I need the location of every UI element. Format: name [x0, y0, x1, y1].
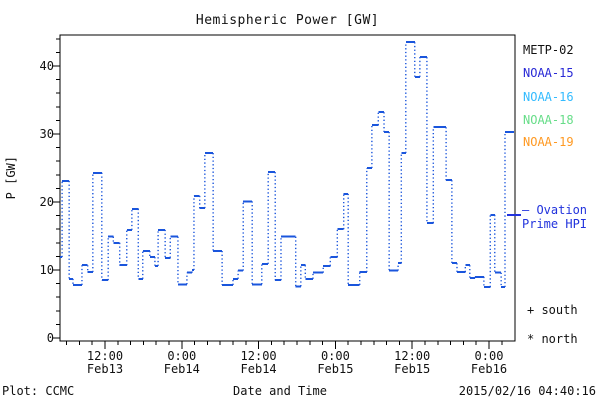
x-tick-date: Feb15 — [317, 362, 354, 376]
x-tick-time: 0:00 — [474, 349, 504, 363]
y-axis-label: P [GW] — [4, 156, 18, 200]
x-tick-time: 0:00 — [320, 349, 350, 363]
plot-frame — [59, 34, 516, 342]
x-tick-date: Feb15 — [394, 362, 431, 376]
x-tick-date: Feb13 — [86, 362, 124, 376]
plot-timestamp: 2015/02/16 04:40:16 — [458, 384, 596, 398]
y-tick-label-30: 30 — [39, 127, 54, 141]
x-tick-time: 0:00 — [167, 349, 197, 363]
x-tick-date: Feb14 — [163, 362, 200, 376]
x-tick-time: 12:00 — [240, 349, 277, 363]
x-tick-label-Feb16-0:00: 0:00 Feb16 — [457, 350, 521, 376]
south-marker-label: + south — [527, 303, 578, 317]
legend-item-metp-02: METP-02 — [523, 43, 574, 57]
legend-item-noaa-19: NOAA-19 — [523, 135, 574, 149]
y-tick-label-40: 40 — [39, 59, 54, 73]
plot-credit: Plot: CCMC — [2, 384, 75, 398]
chart-title: Hemispheric Power [GW] — [195, 13, 380, 28]
x-tick-label-Feb13-12:00: 12:00 Feb13 — [73, 350, 137, 376]
legend-item-noaa-18: NOAA-18 — [523, 113, 574, 127]
model-legend-label: — Ovation Prime HPI — [522, 203, 587, 231]
x-tick-time: 12:00 — [86, 349, 124, 363]
x-tick-date: Feb14 — [240, 362, 277, 376]
y-tick-label-10: 10 — [39, 263, 54, 277]
x-tick-label-Feb15-0:00: 0:00 Feb15 — [303, 350, 367, 376]
north-marker-label: * north — [527, 332, 578, 346]
x-tick-label-Feb14-0:00: 0:00 Feb14 — [150, 350, 214, 376]
legend-item-noaa-16: NOAA-16 — [523, 90, 574, 104]
model-legend-line1: — Ovation — [522, 203, 588, 217]
x-axis-title: Date and Time — [233, 384, 327, 398]
x-tick-time: 12:00 — [394, 349, 431, 363]
legend-item-noaa-15: NOAA-15 — [523, 66, 574, 80]
x-tick-label-Feb15-12:00: 12:00 Feb15 — [380, 350, 444, 376]
y-tick-label-0: 0 — [46, 331, 54, 345]
x-tick-label-Feb14-12:00: 12:00 Feb14 — [227, 350, 291, 376]
model-legend-line2: Prime HPI — [522, 217, 588, 231]
y-tick-label-20: 20 — [39, 195, 54, 209]
x-tick-date: Feb16 — [470, 362, 508, 376]
